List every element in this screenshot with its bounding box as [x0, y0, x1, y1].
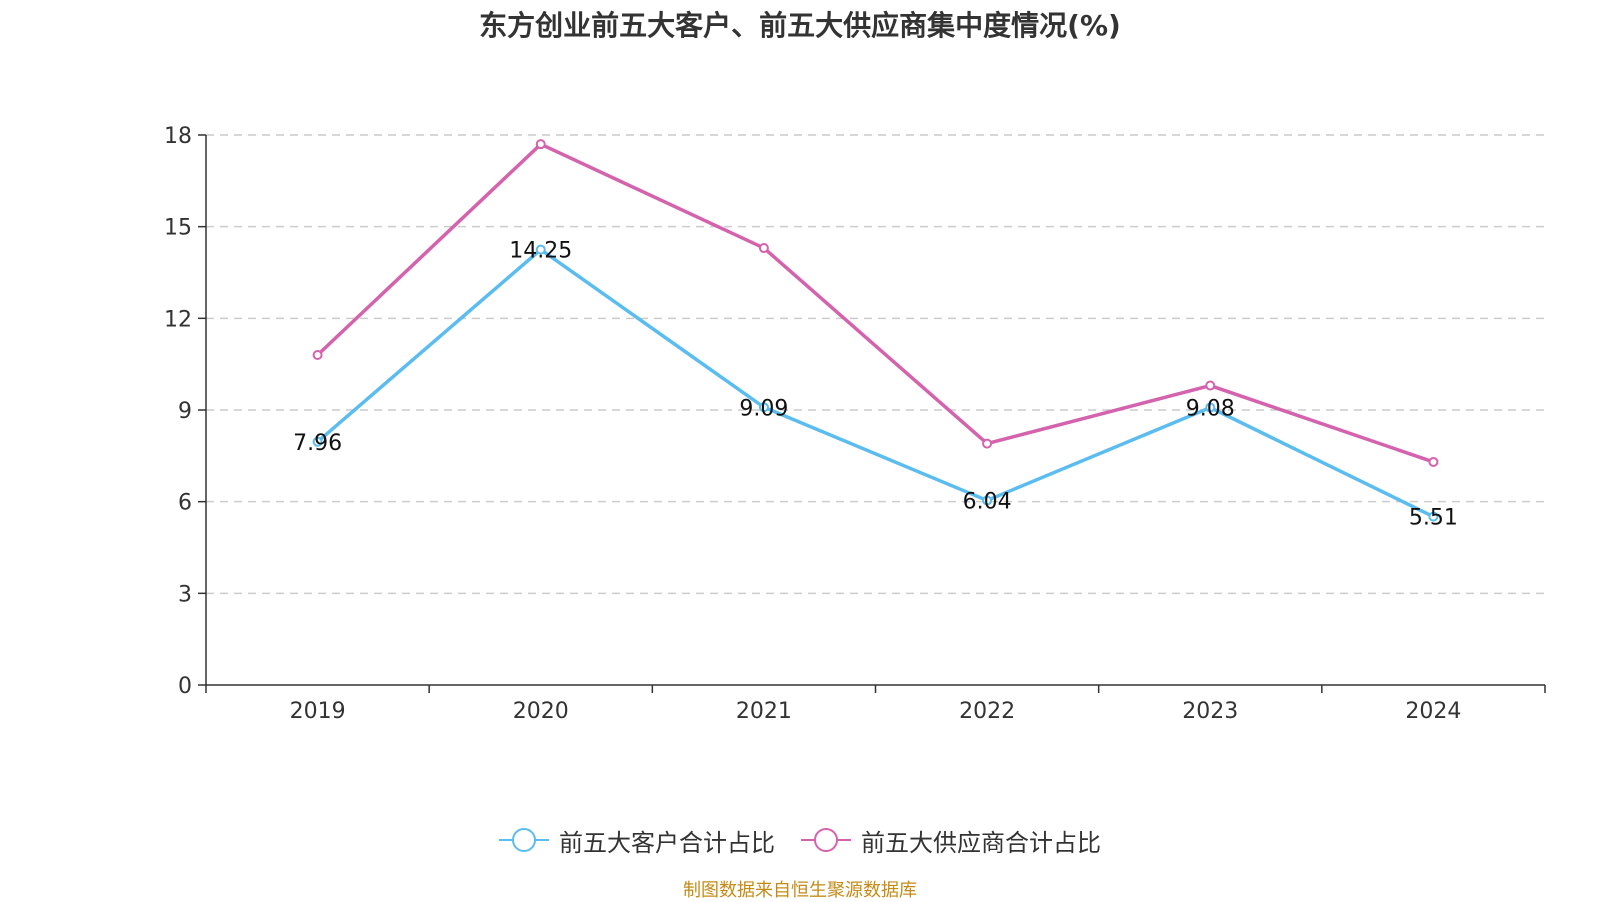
- y-tick-label: 3: [178, 582, 192, 607]
- y-tick-label: 18: [164, 124, 192, 149]
- data-point-0: [535, 244, 546, 255]
- legend-item-suppliers[interactable]: 前五大供应商合计占比: [801, 823, 1101, 858]
- legend-swatch-customers: [499, 827, 549, 853]
- data-point-1: [1205, 380, 1216, 391]
- data-point-0: [1428, 511, 1439, 522]
- legend-item-customers[interactable]: 前五大客户合计占比: [499, 823, 775, 858]
- y-tick-label: 6: [178, 491, 192, 516]
- data-labels: 7.96 14.25 9.09 6.04 9.08 5.51: [293, 239, 1458, 531]
- y-tick-label: 12: [164, 307, 192, 332]
- x-tick-label: 2020: [513, 699, 569, 724]
- source-note: 制图数据来自恒生聚源数据库: [683, 880, 917, 901]
- axes: 0 3 6 9 12 15 18 2019 2020 2021 2022 2023 2024: [164, 124, 1546, 724]
- legend-label-customers: 前五大客户合计占比: [559, 828, 775, 857]
- data-label: 9.09: [739, 396, 788, 421]
- y-tick-label: 0: [178, 674, 192, 699]
- series-line-1: [316, 142, 1434, 464]
- chart-title: 东方创业前五大客户、前五大供应商集中度情况(%): [479, 9, 1121, 42]
- data-label: 9.08: [1186, 397, 1235, 422]
- data-point-1: [758, 243, 769, 254]
- data-label: 6.04: [963, 489, 1012, 514]
- series: [312, 139, 1439, 522]
- data-label: 5.51: [1409, 506, 1458, 531]
- data-point-1: [1428, 456, 1439, 467]
- legend-label-suppliers: 前五大供应商合计占比: [861, 828, 1101, 857]
- line-chart: 0 3 6 9 12 15 18 2019 2020 2021 2022 2023 2024 7.96 1…: [164, 124, 1546, 724]
- data-point-1: [535, 139, 546, 150]
- data-point-0: [1205, 402, 1216, 413]
- x-tick-label: 2019: [290, 699, 346, 724]
- data-label: 7.96: [293, 431, 342, 456]
- x-tick-label: 2022: [959, 699, 1015, 724]
- x-tick-label: 2021: [736, 699, 792, 724]
- y-tick-label: 15: [164, 216, 192, 241]
- data-point-0: [982, 495, 993, 506]
- data-point-1: [982, 438, 993, 449]
- data-point-0: [312, 436, 323, 447]
- x-tick-label: 2023: [1182, 699, 1238, 724]
- data-label: 14.25: [509, 239, 572, 264]
- legend-swatch-suppliers: [801, 827, 851, 853]
- data-point-0: [758, 402, 769, 413]
- series-line-0: [316, 247, 1435, 519]
- y-tick-label: 9: [178, 399, 192, 424]
- legend: 前五大客户合计占比 前五大供应商合计占比: [0, 820, 1600, 860]
- x-tick-label: 2024: [1405, 699, 1461, 724]
- data-point-1: [312, 350, 323, 360]
